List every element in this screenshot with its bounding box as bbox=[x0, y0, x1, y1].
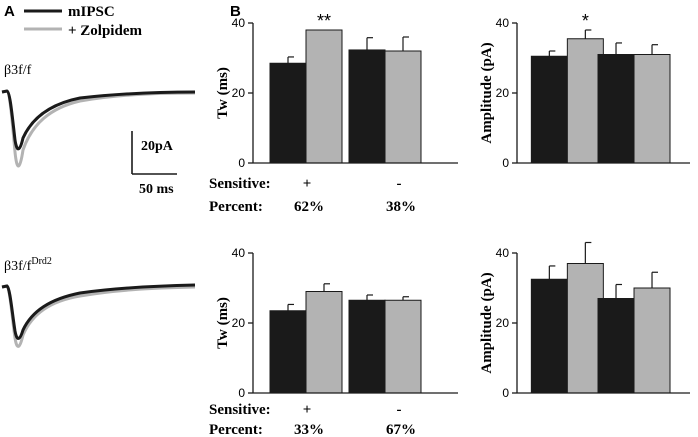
bar-r2-c2-g1-s2 bbox=[566, 263, 604, 394]
bar-r1-c1-g2-s1 bbox=[348, 49, 386, 164]
y-tick-label-r1-c2-2: 40 bbox=[496, 16, 510, 30]
bar-r1-c1-g1-s2 bbox=[305, 29, 343, 164]
trace-mipsc-top bbox=[1, 89, 196, 151]
sensitive-label-row1: Sensitive: bbox=[209, 176, 271, 192]
sensitive-label-row2: Sensitive: bbox=[209, 402, 271, 418]
y-tick-label-r1-c1-2: 40 bbox=[232, 16, 246, 30]
trace-mipsc-bottom bbox=[1, 283, 196, 340]
bar-r1-c1-g1-s1 bbox=[269, 62, 307, 164]
bar-r2-c1-g1-s2 bbox=[305, 291, 343, 394]
bar-r2-c1-g2-s1 bbox=[348, 299, 386, 394]
percent-value-row1-g1: 62% bbox=[294, 199, 324, 215]
legend-label-mipsc: mIPSC bbox=[68, 4, 115, 20]
y-axis-label-r2-c1: Tw (ms) bbox=[215, 297, 231, 349]
panel-a-label: A bbox=[4, 3, 15, 20]
percent-label-row2: Percent: bbox=[209, 422, 263, 437]
y-tick-label-r2-c2-2: 40 bbox=[496, 246, 510, 260]
bar-r2-c2-g2-s2 bbox=[633, 287, 671, 394]
y-tick-label-r1-c1-0: 0 bbox=[238, 156, 245, 170]
bar-r2-c1-g1-s1 bbox=[269, 310, 307, 394]
sensitive-value-row2-g2: - bbox=[397, 402, 402, 418]
bar-r2-c2-g1-s1 bbox=[530, 278, 568, 394]
y-tick-label-r2-c1-1: 20 bbox=[232, 316, 246, 330]
significance-r1-c2-g1: * bbox=[582, 11, 589, 31]
sensitive-value-row1-g2: - bbox=[397, 176, 402, 192]
bar-r2-c2-g2-s1 bbox=[597, 298, 635, 394]
trace-label-bottom: β3f/fDrd2 bbox=[4, 256, 52, 274]
y-tick-label-r2-c2-1: 20 bbox=[496, 316, 510, 330]
y-tick-label-r2-c1-2: 40 bbox=[232, 246, 246, 260]
percent-value-row2-g1: 33% bbox=[294, 422, 324, 437]
legend-label-zolpidem: + Zolpidem bbox=[68, 23, 142, 39]
trace-zolpidem-top bbox=[1, 89, 196, 168]
bar-r1-c2-g1-s1 bbox=[530, 55, 568, 164]
bar-r1-c2-g1-s2 bbox=[566, 38, 604, 164]
bar-r2-c1-g2-s2 bbox=[384, 299, 422, 394]
sensitive-value-row1-g1: + bbox=[303, 176, 312, 192]
y-tick-label-r2-c1-0: 0 bbox=[238, 386, 245, 400]
trace-label-top: β3f/f bbox=[4, 63, 32, 78]
scalebar-amplitude-label: 20pA bbox=[141, 139, 174, 154]
y-tick-label-r1-c1-1: 20 bbox=[232, 86, 246, 100]
percent-value-row2-g2: 67% bbox=[386, 422, 416, 437]
y-tick-label-r1-c2-1: 20 bbox=[496, 86, 510, 100]
panel-b-label: B bbox=[230, 3, 241, 20]
bar-r1-c2-g2-s1 bbox=[597, 54, 635, 164]
percent-label-row1: Percent: bbox=[209, 199, 263, 215]
bar-r1-c1-g2-s2 bbox=[384, 50, 422, 164]
y-axis-label-r1-c1: Tw (ms) bbox=[215, 67, 231, 119]
percent-value-row1-g2: 38% bbox=[386, 199, 416, 215]
scalebar-time-label: 50 ms bbox=[139, 182, 174, 197]
y-tick-label-r2-c2-0: 0 bbox=[502, 386, 509, 400]
y-axis-label-r1-c2: Amplitude (pA) bbox=[479, 42, 495, 143]
sensitive-value-row2-g1: + bbox=[303, 402, 312, 418]
y-axis-label-r2-c2: Amplitude (pA) bbox=[479, 272, 495, 373]
bar-r1-c2-g2-s2 bbox=[633, 54, 671, 164]
significance-r1-c1-g1: ** bbox=[317, 11, 331, 31]
y-tick-label-r1-c2-0: 0 bbox=[502, 156, 509, 170]
